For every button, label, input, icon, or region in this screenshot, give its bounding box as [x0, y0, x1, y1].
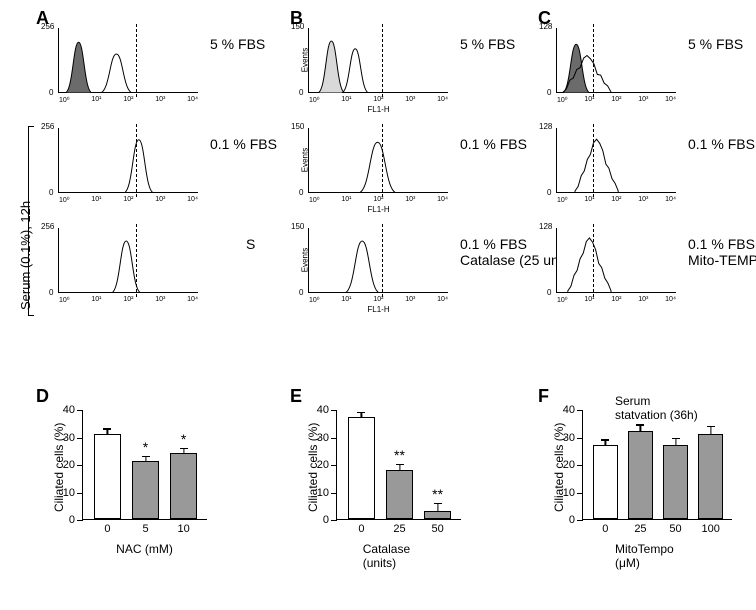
condition-label: 0.1 % FBS: [688, 136, 755, 152]
bar: [593, 445, 619, 519]
hist-column-c: 128010⁰10¹10²10³10⁴ 5 % FBS 128010⁰10¹10²1…: [556, 28, 746, 358]
hist-plot: 150010⁰10¹10²10³10⁴EventsFL1-H: [308, 28, 448, 93]
hist-column-b: 150010⁰10¹10²10³10⁴EventsFL1-H 5 % FBS 150…: [308, 28, 528, 358]
condition-label: 0.1 % FBS: [210, 136, 277, 152]
hist-column-a: 256010⁰10¹10²10³10⁴ 5 % FBS 256010⁰10¹10²1…: [58, 28, 278, 358]
hist-plot: 256010⁰10¹10²10³10⁴: [58, 228, 198, 293]
condition-label: 5 % FBS: [688, 36, 743, 52]
side-bracket: [28, 126, 34, 316]
hist-plot: 128010⁰10¹10²10³10⁴: [556, 128, 676, 193]
condition-label: S: [246, 236, 255, 252]
hist-plot: 256010⁰10¹10²10³10⁴: [58, 28, 198, 93]
bar: [386, 470, 414, 520]
condition-label: 0.1 % FBS: [460, 136, 527, 152]
bar: [628, 431, 654, 519]
hist-plot: 128010⁰10¹10²10³10⁴: [556, 28, 676, 93]
bar-chart-f: 01020304002550100Ciliated cells (%)MitoT…: [546, 400, 741, 550]
hist-plot: 128010⁰10¹10²10³10⁴: [556, 228, 676, 293]
condition-label: 0.1 % FBS Mito-TEMPO: [688, 236, 756, 268]
bar: [424, 511, 452, 519]
bar: [94, 434, 122, 519]
condition-label: 5 % FBS: [210, 36, 265, 52]
bar: [698, 434, 724, 519]
bar-chart-d: 0102030400*5*10Ciliated cells (%)NAC (mM…: [46, 400, 216, 550]
hist-plot: 256010⁰10¹10²10³10⁴: [58, 128, 198, 193]
condition-label: 5 % FBS: [460, 36, 515, 52]
bar: [170, 453, 198, 519]
bar-chart-e: 0102030400**25**50Ciliated cells (%)Cata…: [300, 400, 470, 550]
bar: [132, 461, 160, 519]
bar: [663, 445, 689, 519]
hist-plot: 150010⁰10¹10²10³10⁴EventsFL1-H: [308, 228, 448, 293]
hist-plot: 150010⁰10¹10²10³10⁴EventsFL1-H: [308, 128, 448, 193]
bar: [348, 417, 376, 519]
